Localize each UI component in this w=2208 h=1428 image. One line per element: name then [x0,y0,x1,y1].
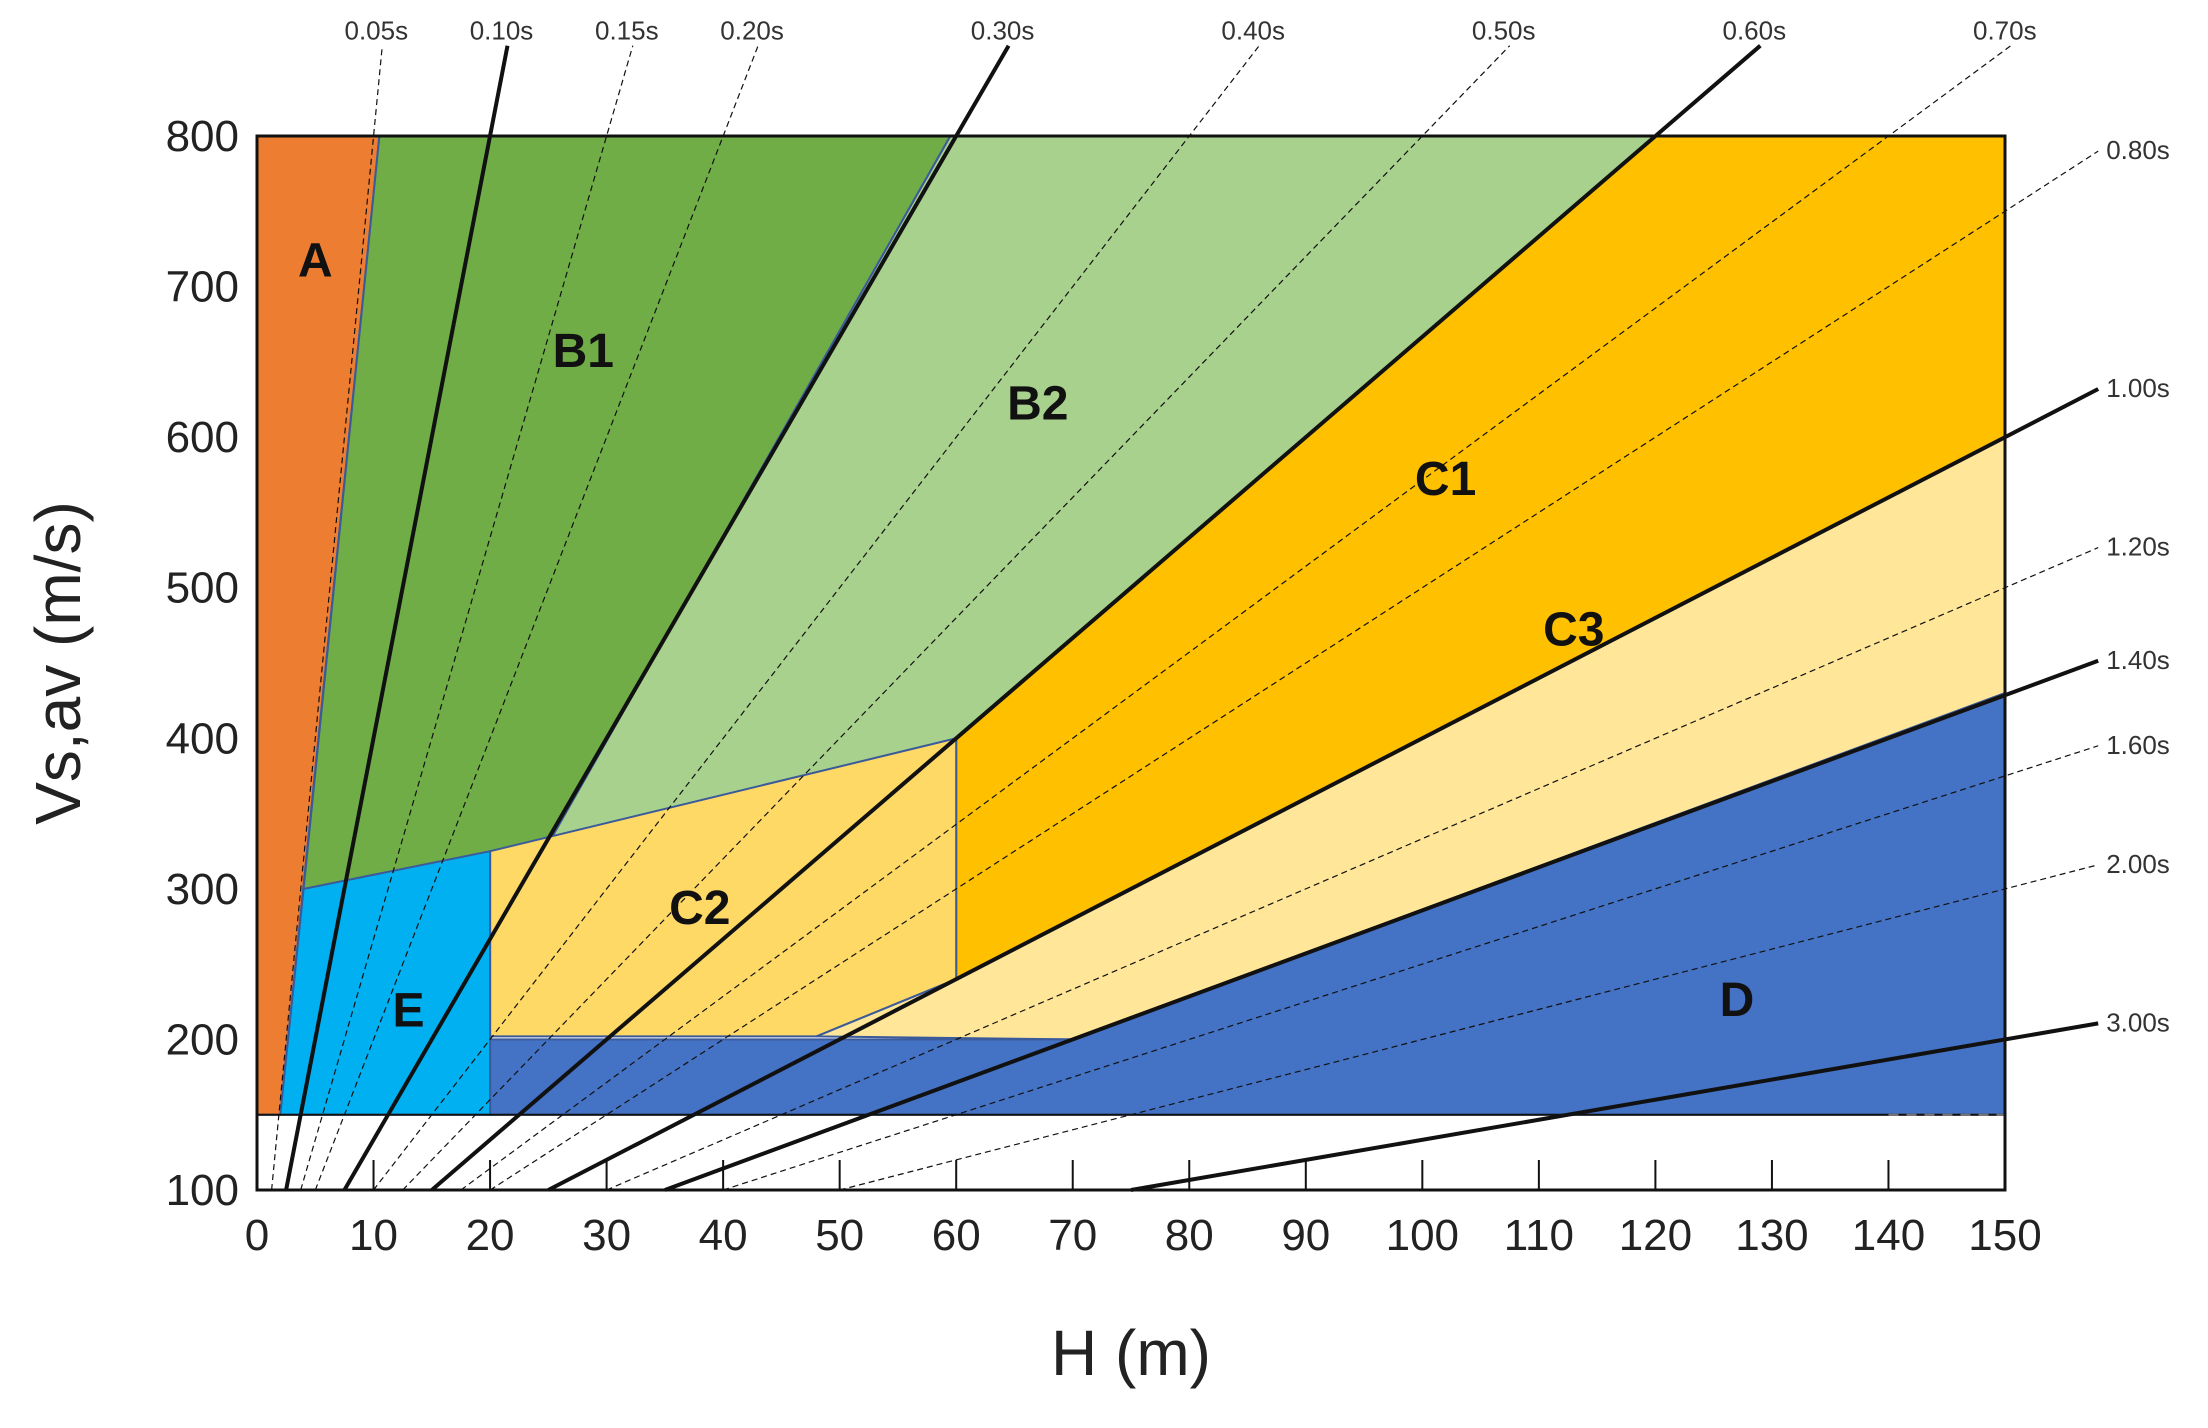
zone-label-a: A [298,235,333,288]
period-label-0-40s: 0.40s [1221,16,1285,46]
zone-label-d: D [1720,974,1755,1027]
x-tick-label-0: 0 [245,1211,269,1260]
plot-frame [255,134,2007,1192]
zone-label-c1: C1 [1415,453,1476,506]
period-line-0-50s [402,45,1511,1191]
period-label-1-00s: 1.00s [2106,373,2170,403]
y-tick-label-600: 600 [166,413,239,462]
x-tick-label-10: 10 [349,1211,398,1260]
x-tick-label-40: 40 [699,1211,748,1260]
zone-label-c2: C2 [669,882,730,935]
period-label-1-20s: 1.20s [2106,532,2170,562]
zone-label-b2: B2 [1007,378,1068,431]
x-tick-label-110: 110 [1504,1211,1574,1260]
period-line-1-40s [664,658,2099,1192]
y-tick-label-100: 100 [166,1166,239,1215]
period-label-1-40s: 1.40s [2106,645,2170,675]
period-label-0-50s: 0.50s [1472,16,1536,46]
period-line-2-00s [839,864,2099,1191]
period-line-0-05s [271,45,383,1191]
period-line-1-20s [606,547,2099,1191]
zone-e [279,849,492,1116]
ticks-layer: 0 10 20 30 40 50 60 70 80 90 100 110 120 130 140 150 100… [166,112,2042,1260]
period-label-0-10s: 0.10s [470,16,534,46]
x-tick-label-140: 140 [1852,1211,1925,1260]
zone-label-e: E [392,984,424,1037]
period-label-0-05s: 0.05s [344,16,408,46]
period-line-0-60s [430,44,1762,1192]
y-axis-title: Vs,av (m/s) [22,501,94,825]
period-line-0-15s [300,45,634,1191]
x-tick-label-120: 120 [1619,1211,1692,1260]
zone-label-b1: B1 [553,325,614,378]
x-tick-label-80: 80 [1165,1211,1214,1260]
x-tick-label-150: 150 [1968,1211,2041,1260]
period-label-0-80s: 0.80s [2106,135,2170,165]
x-tick-label-70: 70 [1048,1211,1097,1260]
period-line-3-00s [1130,1021,2099,1192]
x-axis-title: H (m) [1051,1317,1211,1389]
x-tick-label-60: 60 [932,1211,981,1260]
plot-frame-layer [255,134,2007,1192]
x-tick-label-130: 130 [1735,1211,1808,1260]
period-line-0-40s [373,45,1260,1191]
period-label-0-70s: 0.70s [1973,16,2037,46]
period-line-1-60s [722,745,2099,1191]
period-label-0-15s: 0.15s [595,16,659,46]
zone-labels-layer: A B1 B2 C1 C2 C3 D E [298,235,1754,1038]
y-tick-label-500: 500 [166,564,239,613]
zone-label-c3: C3 [1543,604,1604,657]
period-line-0-80s [489,150,2099,1191]
period-label-0-30s: 0.30s [971,16,1035,46]
y-tick-label-700: 700 [166,263,239,312]
y-tick-label-300: 300 [166,865,239,914]
x-tick-label-50: 50 [815,1211,864,1260]
x-tick-label-30: 30 [582,1211,631,1260]
period-label-0-60s: 0.60s [1722,16,1786,46]
x-tick-label-100: 100 [1386,1211,1459,1260]
period-line-0-20s [314,45,759,1191]
period-line-0-30s [342,44,1011,1192]
x-tick-label-20: 20 [466,1211,515,1260]
period-label-1-60s: 1.60s [2106,730,2170,760]
period-label-2-00s: 2.00s [2106,849,2170,879]
y-tick-label-800: 800 [166,112,239,161]
period-line-0-10s [284,45,510,1191]
zones-layer [256,135,2006,1116]
period-label-0-20s: 0.20s [720,16,784,46]
period-line-0-70s [460,45,2012,1191]
period-label-3-00s: 3.00s [2106,1007,2170,1037]
x-tick-label-90: 90 [1281,1211,1330,1260]
y-tick-label-400: 400 [166,714,239,763]
period-line-1-00s [547,387,2100,1192]
y-tick-label-200: 200 [166,1015,239,1064]
period-lines-layer: 0.05s 0.10s 0.15s 0.20s 0.30s 0.40s 0.50s 0.60s… [271,16,2170,1192]
